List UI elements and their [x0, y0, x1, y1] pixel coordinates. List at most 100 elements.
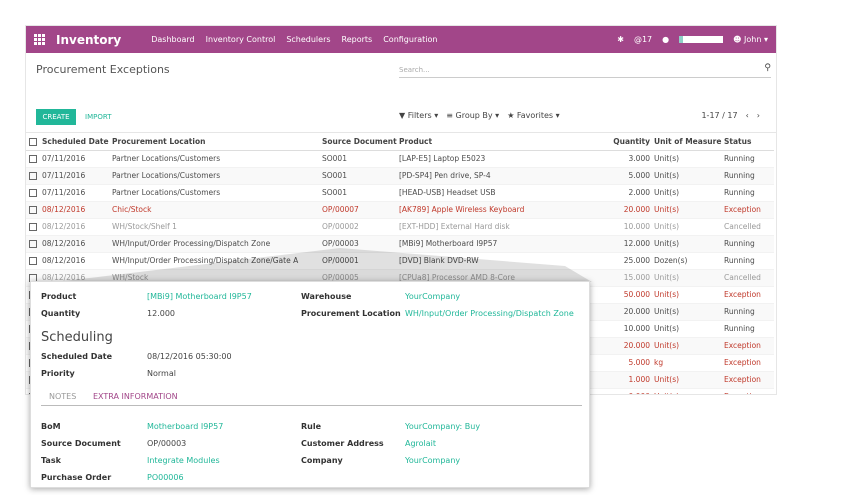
row-checkbox[interactable] [26, 184, 42, 202]
cell-quantity: 0.000 [604, 388, 654, 394]
tab-notes[interactable]: NOTES [49, 392, 77, 401]
cell-unit-of-measure: Unit(s) [654, 235, 724, 253]
cell-unit-of-measure: Unit(s) [654, 337, 724, 355]
cell-unit-of-measure: Unit(s) [654, 286, 724, 304]
menu-inventory-control[interactable]: Inventory Control [205, 35, 276, 44]
create-button[interactable]: CREATE [36, 109, 76, 125]
menu-schedulers[interactable]: Schedulers [286, 35, 331, 44]
procurement-location-value[interactable]: WH/Input/Order Processing/Dispatch Zone [405, 309, 574, 318]
cell-unit-of-measure: kg [654, 354, 724, 372]
cell-procurement-location: Chic/Stock [112, 201, 322, 219]
cell-status: Exception [724, 201, 774, 219]
cell-source-document: SO001 [322, 184, 399, 202]
warehouse-value[interactable]: YourCompany [405, 292, 461, 301]
import-button[interactable]: IMPORT [85, 113, 112, 121]
priority-label: Priority [41, 369, 75, 378]
inventory-app: Inventory Dashboard Inventory Control Sc… [25, 25, 777, 395]
cell-quantity: 1.000 [604, 371, 654, 389]
menu-reports[interactable]: Reports [341, 35, 373, 44]
cell-quantity: 50.000 [604, 286, 654, 304]
table-row[interactable]: 08/12/2016 Chic/Stock OP/00007 [AK789] Appl… [26, 201, 774, 219]
cell-product: [EXT-HDD] External Hard disk [399, 218, 604, 236]
cell-quantity: 15.000 [604, 269, 654, 287]
table-row[interactable]: 08/12/2016 WH/Input/Order Processing/Disp… [26, 235, 774, 253]
cell-procurement-location: Partner Locations/Customers [112, 167, 322, 185]
col-procurement-location[interactable]: Procurement Location [112, 133, 322, 151]
table-row[interactable]: 07/11/2016 Partner Locations/Customers SO0… [26, 150, 774, 168]
scheduling-heading: Scheduling [41, 330, 113, 345]
purchase-order-value[interactable]: PO00006 [147, 473, 184, 482]
product-value[interactable]: [MBi9] Motherboard I9P57 [147, 292, 252, 301]
menu-dashboard[interactable]: Dashboard [151, 35, 195, 44]
search-icon[interactable]: ⚲ [764, 63, 771, 73]
filters-label: Filters [407, 111, 432, 120]
col-quantity[interactable]: Quantity [604, 133, 654, 151]
col-status[interactable]: Status [724, 133, 774, 151]
cell-unit-of-measure: Unit(s) [654, 150, 724, 168]
col-scheduled-date[interactable]: Scheduled Date [42, 133, 112, 151]
cell-scheduled-date: 08/12/2016 [42, 218, 112, 236]
cell-quantity: 12.000 [604, 235, 654, 253]
row-checkbox[interactable] [26, 218, 42, 236]
row-checkbox[interactable] [26, 235, 42, 253]
checkbox-icon[interactable] [29, 172, 37, 180]
row-checkbox[interactable] [26, 201, 42, 219]
row-checkbox[interactable] [26, 252, 42, 270]
table-row[interactable]: 08/12/2016 WH/Stock/Shelf 1 OP/00002 [EXT-H… [26, 218, 774, 236]
filters-dropdown[interactable]: ▼ Filters ▾ [399, 111, 439, 120]
table-row[interactable]: 08/12/2016 WH/Input/Order Processing/Disp… [26, 252, 774, 270]
tab-extra-information[interactable]: EXTRA INFORMATION [93, 392, 178, 401]
checkbox-icon[interactable] [29, 257, 37, 265]
customer-address-label: Customer Address [301, 439, 384, 448]
task-value[interactable]: Integrate Modules [147, 456, 220, 465]
cell-status: Running [724, 320, 774, 338]
user-menu[interactable]: ☻ John ▾ [733, 35, 768, 44]
search-input[interactable]: Search... ⚲ [399, 61, 771, 78]
cell-status: Running [724, 252, 774, 270]
groupby-dropdown[interactable]: ≡ Group By ▾ [446, 111, 500, 120]
cell-unit-of-measure: Unit(s) [654, 388, 724, 394]
cell-status: Cancelled [724, 269, 774, 287]
cell-scheduled-date: 07/11/2016 [42, 150, 112, 168]
cell-quantity: 2.000 [604, 184, 654, 202]
pager-value[interactable]: 1-17 / 17 [701, 111, 738, 120]
cell-unit-of-measure: Unit(s) [654, 371, 724, 389]
table-row[interactable]: 07/11/2016 Partner Locations/Customers SO0… [26, 167, 774, 185]
search-options: ▼ Filters ▾ ≡ Group By ▾ ★ Favorites ▾ [399, 111, 560, 120]
menu-configuration[interactable]: Configuration [383, 35, 438, 44]
col-source-document[interactable]: Source Document [322, 133, 399, 151]
cell-product: [PD-SP4] Pen drive, SP-4 [399, 167, 604, 185]
cell-scheduled-date: 08/12/2016 [42, 235, 112, 253]
quantity-value: 12.000 [147, 309, 175, 318]
pager-next-icon[interactable]: › [756, 111, 760, 120]
cell-quantity: 10.000 [604, 218, 654, 236]
customer-address-value[interactable]: Agrolait [405, 439, 437, 448]
checkbox-icon[interactable] [29, 189, 37, 197]
col-product[interactable]: Product [399, 133, 604, 151]
checkbox-icon[interactable] [29, 223, 37, 231]
checkbox-icon[interactable] [29, 240, 37, 248]
table-row[interactable]: 07/11/2016 Partner Locations/Customers SO0… [26, 184, 774, 202]
cell-quantity: 5.000 [604, 167, 654, 185]
row-checkbox[interactable] [26, 167, 42, 185]
timesheet-bar[interactable] [679, 36, 724, 43]
chat-icon[interactable]: ● [662, 35, 670, 44]
pager-prev-icon[interactable]: ‹ [745, 111, 749, 120]
control-panel: Procurement Exceptions Search... ⚲ CREAT… [26, 53, 776, 133]
bug-icon[interactable]: ✱ [617, 35, 624, 44]
row-checkbox[interactable] [26, 150, 42, 168]
cell-status: Running [724, 235, 774, 253]
checkbox-icon[interactable] [29, 206, 37, 214]
cell-source-document: OP/00007 [322, 201, 399, 219]
col-unit-of-measure[interactable]: Unit of Measure [654, 133, 724, 151]
company-value[interactable]: YourCompany [405, 456, 461, 465]
favorites-dropdown[interactable]: ★ Favorites ▾ [507, 111, 560, 120]
rule-value[interactable]: YourCompany: Buy [405, 422, 481, 431]
bom-value[interactable]: Motherboard I9P57 [147, 422, 224, 431]
apps-grid-icon[interactable] [34, 33, 46, 46]
app-brand[interactable]: Inventory [56, 32, 122, 47]
notification-counter[interactable]: @17 [633, 35, 653, 44]
checkbox-icon[interactable] [29, 155, 37, 163]
cell-unit-of-measure: Unit(s) [654, 167, 724, 185]
select-all-checkbox[interactable] [26, 133, 42, 151]
